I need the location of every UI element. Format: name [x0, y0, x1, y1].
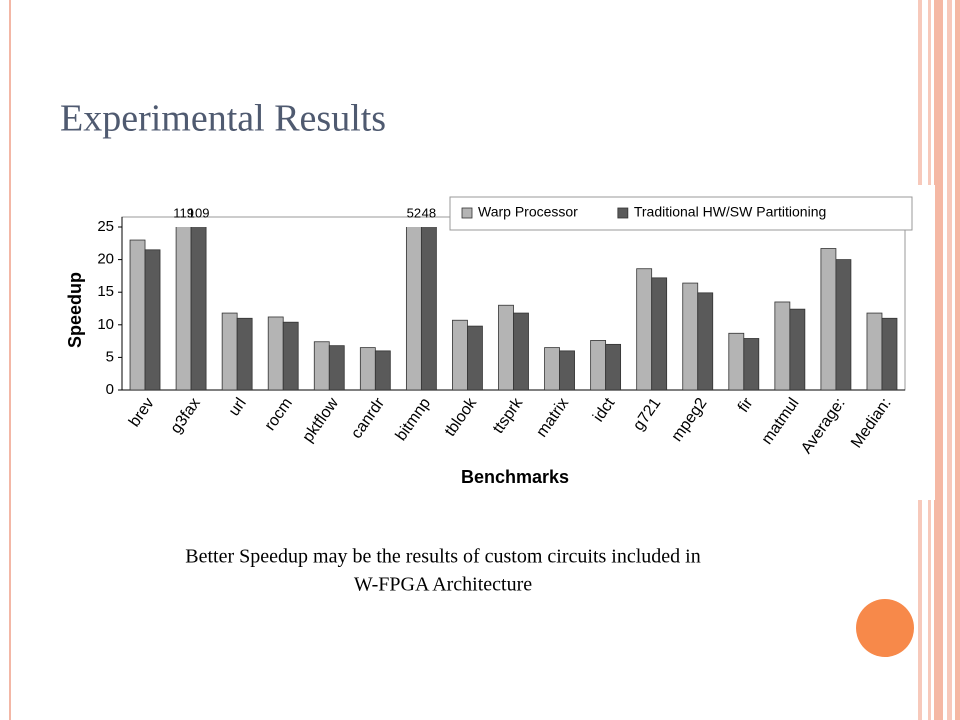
bar: [282, 321, 299, 390]
bar: [405, 227, 422, 390]
bar: [359, 347, 376, 390]
bar: [313, 341, 330, 390]
bar: [682, 282, 699, 390]
bar: [420, 227, 437, 390]
bar: [636, 268, 653, 390]
bar: [866, 312, 883, 390]
data-label: 119: [173, 205, 194, 220]
bar: [221, 312, 238, 390]
bar: [559, 350, 575, 390]
data-label: 109: [188, 205, 210, 220]
bar: [743, 338, 760, 390]
y-tick-label: 5: [106, 348, 114, 365]
bar: [144, 249, 161, 390]
y-axis-title: Speedup: [65, 272, 85, 348]
bar: [835, 259, 852, 390]
stripe: [934, 0, 943, 720]
legend-label: Traditional HW/SW Partitioning: [634, 204, 826, 220]
y-tick-label: 25: [97, 218, 114, 235]
bar: [129, 239, 146, 390]
bar: [175, 227, 192, 390]
bars: [129, 227, 898, 390]
legend-swatch: [461, 207, 473, 219]
stripe: [955, 0, 960, 720]
bar: [728, 332, 745, 390]
x-axis-title: Benchmarks: [461, 467, 569, 487]
bar: [697, 292, 714, 390]
bar: [498, 304, 514, 390]
legend-box: [449, 196, 913, 231]
data-label: 52: [407, 205, 421, 220]
caption-line: W-FPGA Architecture: [354, 574, 532, 596]
bar: [236, 317, 253, 390]
bar: [467, 325, 483, 390]
data-label: 48: [422, 205, 436, 220]
y-tick-label: 0: [106, 381, 114, 398]
y-tick-label: 10: [97, 316, 114, 333]
accent-circle: [856, 599, 914, 657]
bar: [374, 350, 391, 390]
bar: [267, 316, 284, 390]
legend-swatch: [617, 207, 629, 219]
stripe: [947, 0, 952, 720]
bar: [190, 227, 207, 390]
bar: [774, 301, 791, 390]
caption-line: Better Speedup may be the results of cus…: [185, 546, 700, 568]
bar: [513, 312, 529, 390]
legend-label: Warp Processor: [478, 204, 578, 220]
slide-title: Experimental Results: [60, 98, 386, 140]
y-tick-label: 20: [97, 251, 114, 268]
bar: [328, 345, 345, 390]
bar: [605, 343, 622, 390]
bar: [651, 277, 668, 390]
bar: [590, 340, 607, 390]
bar: [789, 308, 806, 390]
y-tick-label: 15: [97, 283, 114, 300]
bar: [820, 248, 837, 390]
bar: [452, 319, 468, 390]
legend: Warp Processor Traditional HW/SW Partitio…: [449, 196, 913, 231]
bar: [544, 347, 560, 390]
bar: [881, 317, 898, 390]
